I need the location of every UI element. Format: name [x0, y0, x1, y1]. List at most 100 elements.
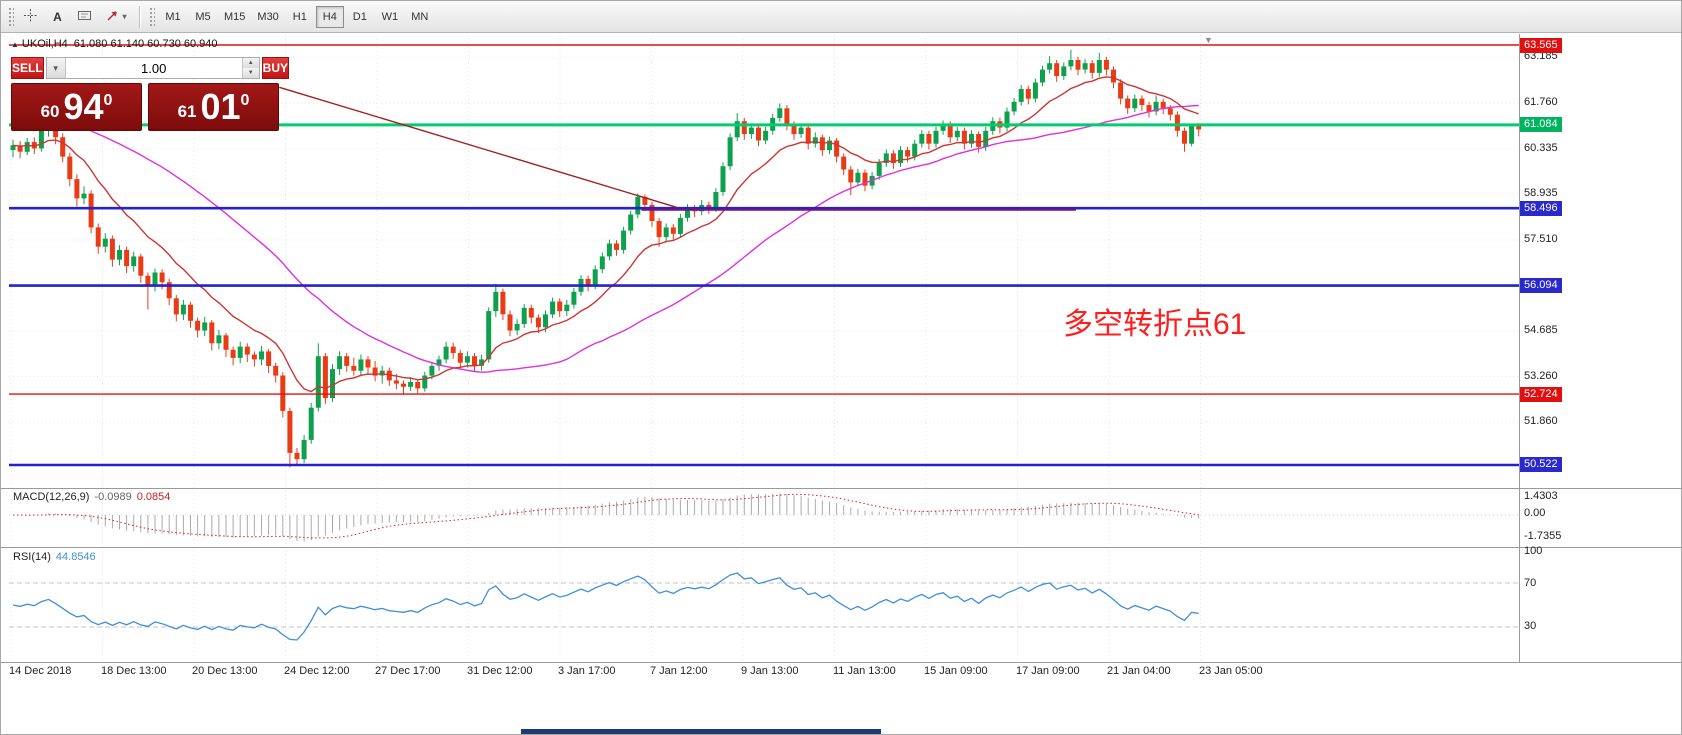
time-axis-label: 18 Dec 13:00 — [101, 665, 167, 677]
candle-body — [1054, 63, 1060, 77]
candle-body — [784, 108, 790, 125]
candle-body — [592, 269, 598, 286]
candle-body — [1018, 89, 1024, 102]
macd-main-value: -0.0989 — [94, 491, 132, 503]
symbol-triangle-icon: ▲ — [11, 40, 19, 49]
buy-button[interactable]: BUY — [261, 57, 290, 79]
candle-body — [358, 359, 364, 371]
candle-body — [1089, 63, 1095, 73]
candle-body — [493, 291, 499, 312]
candle-body — [642, 196, 648, 205]
timeframe-mn-button[interactable]: MN — [406, 6, 434, 28]
candle-body — [912, 143, 918, 157]
candle-body — [819, 137, 825, 151]
candle-body — [393, 380, 399, 384]
candle-body — [564, 304, 570, 312]
candle-body — [479, 359, 485, 366]
candle-body — [280, 375, 286, 411]
candle-body — [940, 124, 946, 131]
candle-body — [1082, 63, 1088, 70]
candle-body — [954, 130, 960, 138]
candle-body — [734, 121, 740, 138]
ema-fast-line — [12, 76, 1199, 393]
candle-body — [876, 163, 882, 176]
candle-body — [777, 108, 783, 118]
candle-body — [812, 137, 818, 144]
timeframe-m1-button[interactable]: M1 — [159, 6, 187, 28]
candle-body — [507, 314, 513, 331]
candle-body — [138, 256, 144, 276]
arrow-objects-tool-button[interactable]: ▾ — [98, 5, 134, 29]
timeframe-m30-button[interactable]: M30 — [252, 6, 283, 28]
candle-body — [663, 227, 669, 238]
candle-body — [422, 375, 428, 389]
volume-stepper: ▲ ▼ — [241, 58, 259, 78]
candle-body — [1004, 111, 1010, 128]
candle-body — [1160, 101, 1166, 109]
macd-signal-value: 0.0854 — [136, 491, 171, 503]
candle-body — [152, 272, 158, 286]
candle-body — [677, 217, 683, 234]
timeframe-h1-button[interactable]: H1 — [286, 6, 314, 28]
volume-dropdown-button[interactable]: ▾ — [46, 58, 66, 78]
candle-body — [1040, 69, 1045, 83]
candle-body — [102, 238, 108, 247]
candle-body — [223, 335, 229, 350]
horizontal-scrollbar[interactable] — [521, 729, 881, 734]
volume-input[interactable] — [65, 58, 242, 78]
candle-body — [834, 140, 840, 157]
text-label-tool-button[interactable] — [71, 5, 98, 29]
toolbar-drag-handle[interactable] — [148, 5, 155, 28]
timeframe-m15-button[interactable]: M15 — [219, 6, 250, 28]
candle-body — [1153, 101, 1159, 112]
price-scale-badge: 56.094 — [1520, 278, 1562, 293]
rsi-scale-label: 100 — [1524, 545, 1543, 557]
candle-body — [209, 322, 215, 344]
candle-body — [621, 230, 627, 250]
candle-body — [606, 243, 612, 257]
rsi-value: 44.8546 — [55, 551, 96, 563]
sell-price-pip-digit: 0 — [103, 92, 113, 109]
volume-decrease-button[interactable]: ▼ — [242, 68, 259, 78]
candle-body — [287, 411, 293, 453]
price-scale-badge: 63.565 — [1520, 38, 1562, 53]
candle-body — [301, 439, 307, 460]
price-scale-label: 58.935 — [1524, 187, 1558, 199]
sell-price-quote[interactable]: 60 94 0 — [11, 83, 142, 131]
candle-body — [216, 335, 222, 344]
toolbar-drag-handle[interactable] — [7, 5, 14, 28]
buy-price-pip-digit: 0 — [240, 92, 250, 109]
toolbar-separator — [139, 5, 140, 28]
text-annotation-tool-button[interactable]: A — [44, 5, 71, 29]
sell-button[interactable]: SELL — [11, 57, 44, 79]
candle-body — [1182, 130, 1187, 144]
candle-body — [798, 127, 804, 134]
candle-body — [961, 130, 967, 144]
candle-body — [408, 382, 414, 387]
price-scale-label: 57.510 — [1524, 233, 1558, 245]
candle-body — [855, 172, 861, 183]
timeframe-h4-button[interactable]: H4 — [315, 5, 344, 28]
ohlc-values: 61.080 61.140 60.730 60.940 — [73, 38, 218, 50]
buy-price-quote[interactable]: 61 01 0 — [148, 83, 279, 131]
candle-body — [1025, 89, 1031, 99]
candle-body — [401, 383, 406, 387]
candle-body — [365, 359, 371, 368]
buy-price-prefix: 61 — [177, 102, 197, 121]
time-axis-label: 17 Jan 09:00 — [1016, 665, 1080, 677]
candle-body — [557, 301, 563, 312]
timeframe-d1-button[interactable]: D1 — [346, 6, 374, 28]
price-scale-badge: 52.724 — [1520, 387, 1562, 402]
timeframe-m5-button[interactable]: M5 — [189, 6, 217, 28]
time-axis-label: 11 Jan 13:00 — [833, 665, 896, 677]
candle-body — [528, 307, 534, 318]
candle-body — [535, 317, 541, 328]
candle-body — [933, 130, 939, 144]
volume-increase-button[interactable]: ▲ — [242, 58, 259, 68]
timeframe-w1-button[interactable]: W1 — [376, 6, 404, 28]
macd-signal-line — [12, 493, 1199, 539]
chevron-down-icon: ▾ — [122, 12, 127, 21]
candle-body — [1075, 60, 1081, 70]
crosshair-tool-button[interactable] — [17, 5, 44, 29]
